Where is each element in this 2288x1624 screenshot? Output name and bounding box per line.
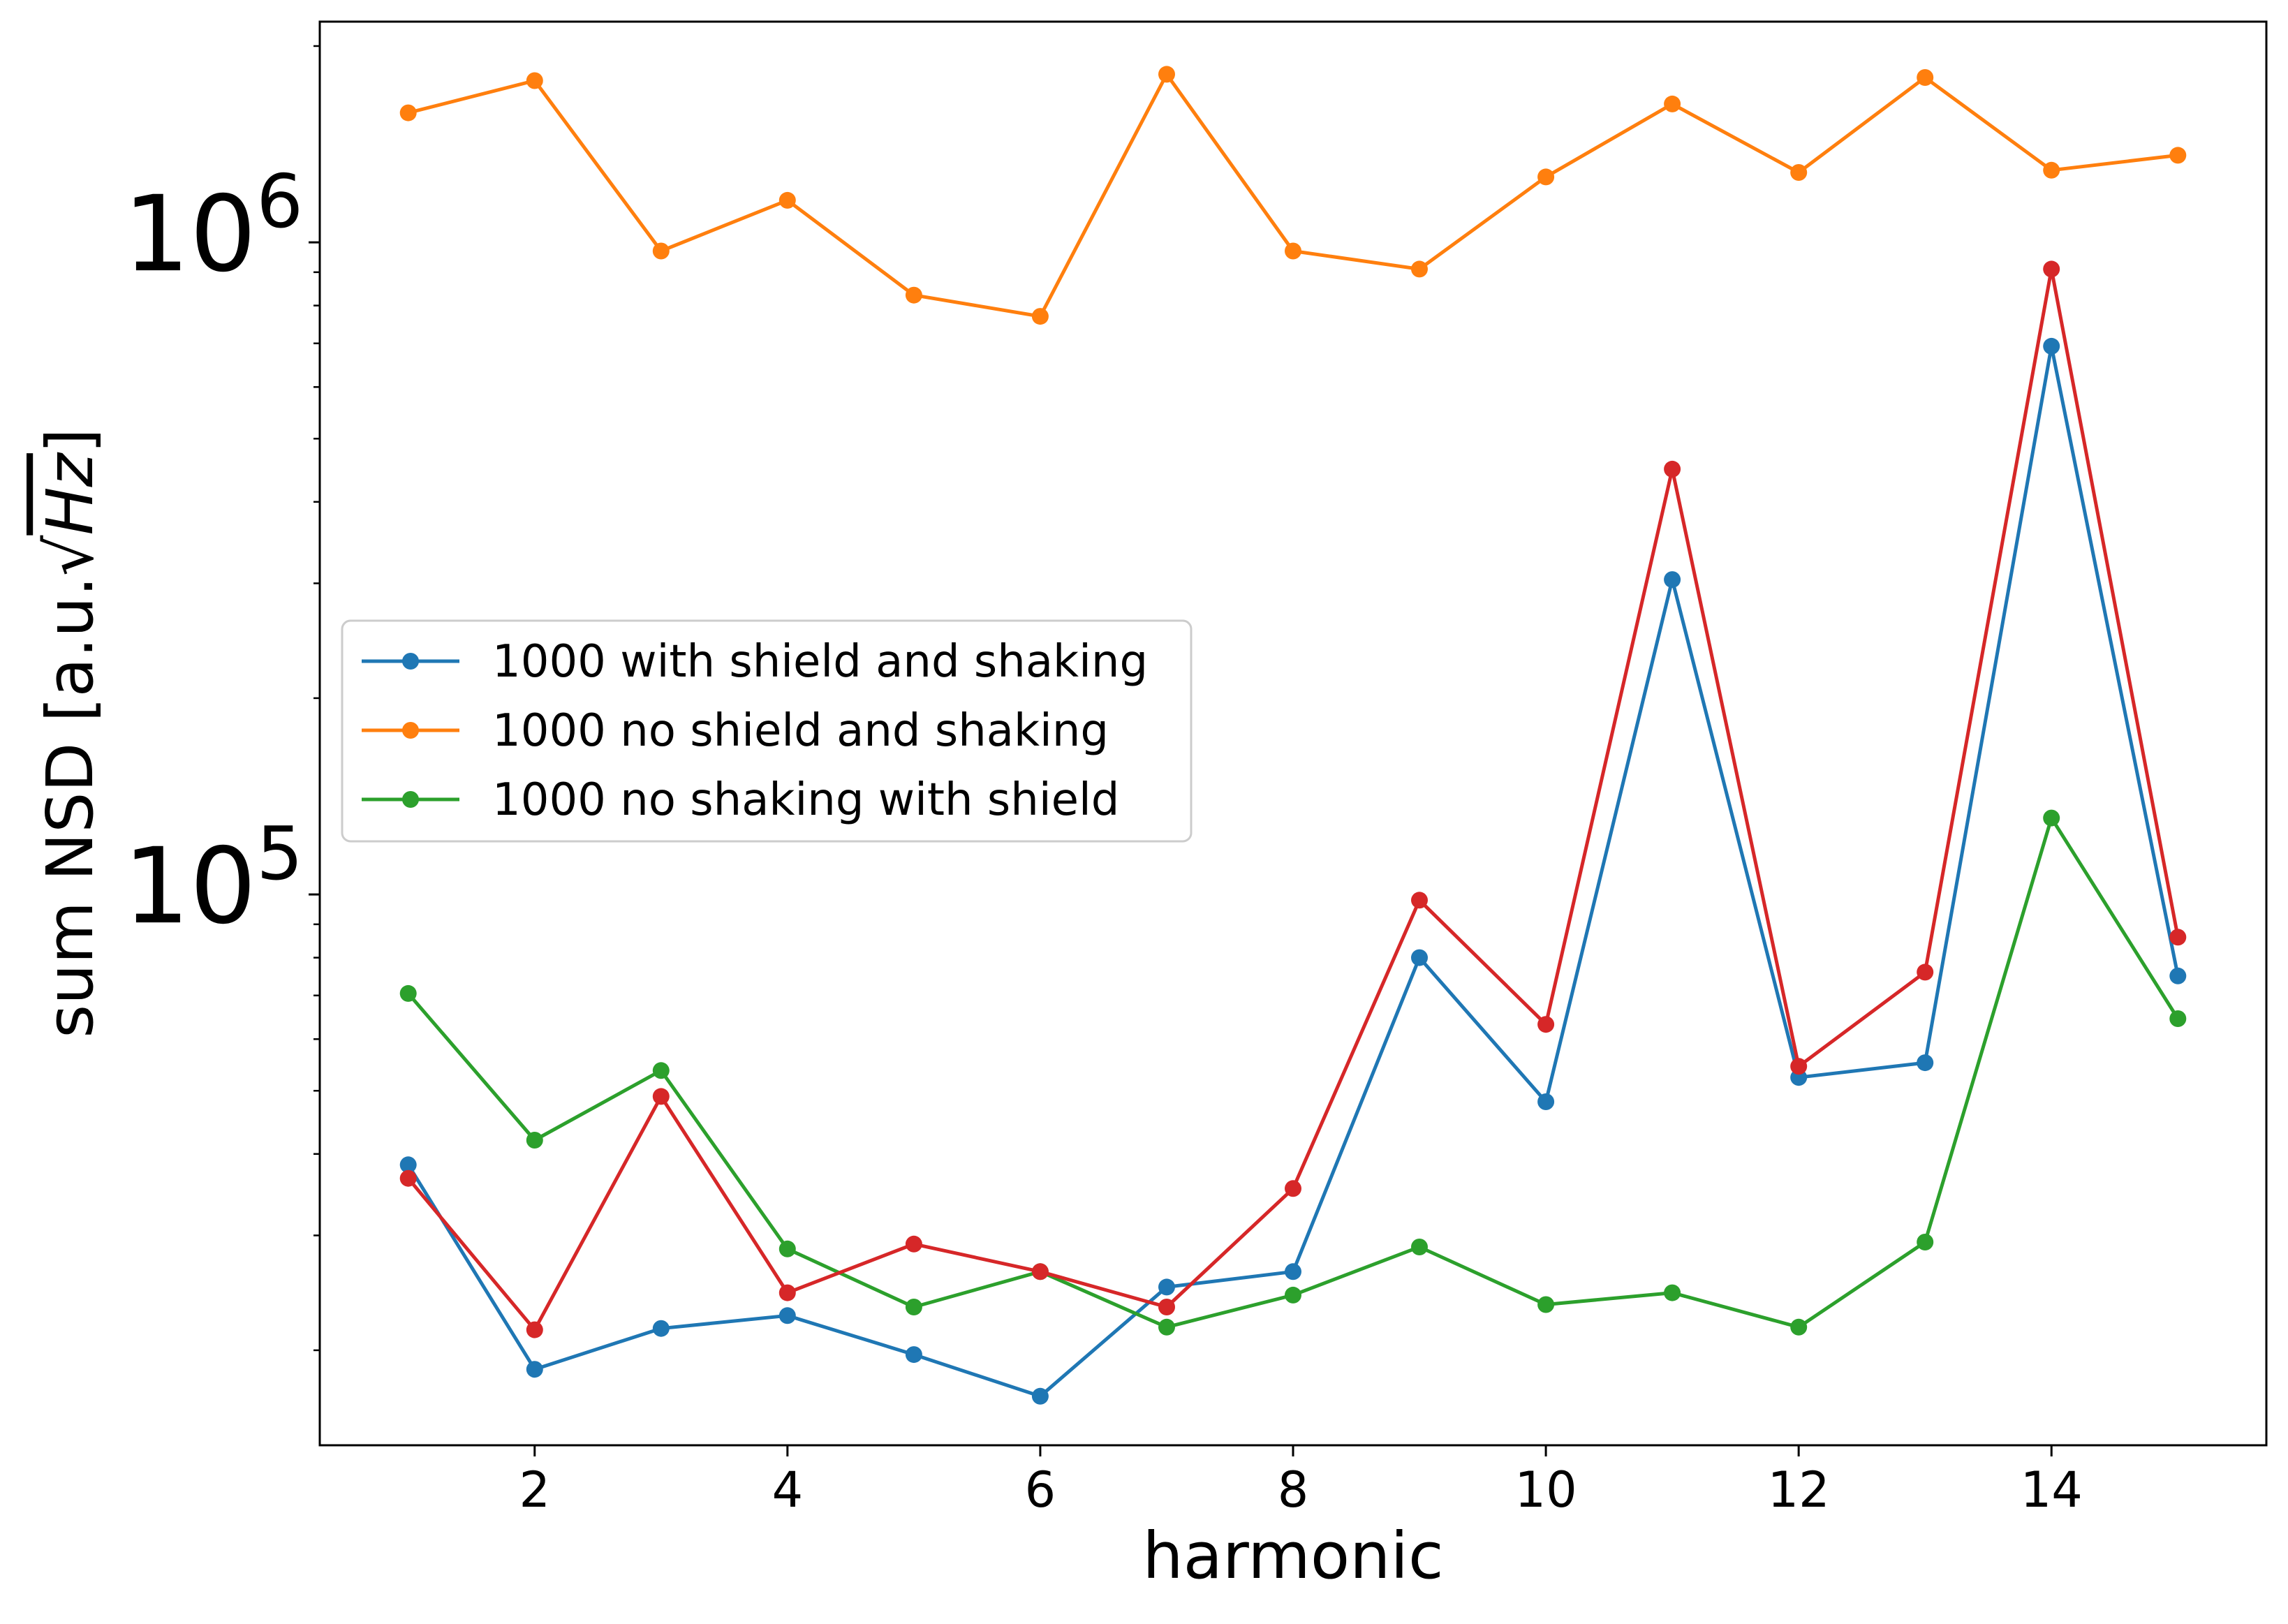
y-tick-label: 105 xyxy=(123,811,303,947)
y-axis-title-suffix: ] xyxy=(33,428,108,453)
series-3-point xyxy=(2169,1010,2187,1027)
x-tick-label: 10 xyxy=(1515,1461,1577,1519)
series-4-point xyxy=(2169,929,2187,946)
series-1-point xyxy=(1411,949,1428,966)
series-1-point xyxy=(1158,1278,1175,1296)
legend-label: 1000 with shield and shaking xyxy=(492,636,1148,688)
series-3-point xyxy=(905,1299,922,1315)
y-tick-label-base: 10 xyxy=(123,826,256,947)
series-1-point xyxy=(399,1156,417,1174)
y-axis-title: sum NSD [a.u.√Hz] xyxy=(33,428,108,1038)
y-tick-label: 106 xyxy=(123,159,303,295)
series-3-point xyxy=(778,1240,796,1257)
x-tick-label: 14 xyxy=(2021,1461,2083,1519)
series-1-point xyxy=(1664,571,1681,589)
series-2-point xyxy=(399,104,417,121)
series-3-point xyxy=(526,1132,543,1149)
series-1-point xyxy=(526,1361,543,1378)
series-1-point xyxy=(652,1320,670,1337)
legend-items: 1000 with shield and shaking 1000 no shie… xyxy=(362,636,1148,826)
series-3-point xyxy=(1664,1284,1681,1301)
series-4-point xyxy=(1790,1058,1808,1075)
x-tick-label: 8 xyxy=(1278,1461,1309,1519)
series-4-point xyxy=(1031,1263,1049,1280)
series-2-point xyxy=(905,286,922,304)
series-3-point xyxy=(1158,1318,1175,1336)
series-2-point xyxy=(2043,161,2060,179)
y-tick-label-exponent: 6 xyxy=(256,159,303,244)
series-4-point xyxy=(2043,260,2060,278)
series-1-point xyxy=(1031,1387,1049,1405)
x-tick-label: 2 xyxy=(519,1461,550,1519)
series-2-point xyxy=(526,72,543,89)
series-4-point xyxy=(1158,1299,1175,1315)
legend: 1000 with shield and shaking 1000 no shie… xyxy=(341,619,1193,843)
series-1-point xyxy=(2043,337,2060,355)
series-4-point xyxy=(1285,1180,1301,1197)
series-2-point xyxy=(1158,66,1175,83)
legend-swatch-marker xyxy=(402,722,419,739)
series-3-point xyxy=(1790,1318,1808,1336)
x-tick-label: 6 xyxy=(1025,1461,1056,1519)
series-4-point xyxy=(1411,892,1428,909)
y-tick-label-base: 10 xyxy=(123,174,256,295)
series-3-point xyxy=(399,984,417,1002)
x-tick-label: 12 xyxy=(1768,1461,1830,1519)
series-2-point xyxy=(2169,147,2187,164)
series-2-point xyxy=(1790,164,1808,181)
series-3-point xyxy=(1285,1286,1301,1304)
legend-item: 1000 no shaking with shield xyxy=(362,774,1119,826)
series-3-point xyxy=(1917,1234,1934,1250)
series-3-point xyxy=(2043,809,2060,827)
x-tick-label: 4 xyxy=(772,1461,804,1519)
series-4-point xyxy=(399,1169,417,1187)
legend-swatch-marker xyxy=(402,653,419,670)
series-3-point xyxy=(1411,1239,1428,1255)
y-axis-title-radical: √ xyxy=(33,535,108,576)
series-3-point xyxy=(652,1062,670,1079)
series-4-point xyxy=(905,1235,922,1253)
series-layer xyxy=(399,66,2187,1405)
series-4-point xyxy=(778,1284,796,1301)
series-2-point xyxy=(1031,308,1049,325)
series-2-point xyxy=(1537,168,1555,186)
series-1-point xyxy=(778,1307,796,1324)
y-tick-label-exponent: 5 xyxy=(256,811,303,896)
y-axis-title-prefix: sum NSD [a.u. xyxy=(33,576,108,1038)
series-2-point xyxy=(1917,69,1934,86)
series-4-point xyxy=(1537,1016,1555,1033)
legend-label: 1000 no shield and shaking xyxy=(492,705,1109,757)
series-2-point xyxy=(1285,242,1301,260)
series-2-point xyxy=(1664,95,1681,112)
series-1-point xyxy=(1285,1263,1301,1280)
legend-item: 1000 with shield and shaking xyxy=(362,636,1148,688)
series-2-point xyxy=(652,242,670,260)
series-3 xyxy=(399,809,2187,1336)
series-4-point xyxy=(1664,460,1681,478)
series-4-point xyxy=(652,1088,670,1105)
series-4-point xyxy=(1917,964,1934,981)
y-axis-title-hz: Hz xyxy=(33,452,108,535)
legend-label: 1000 no shaking with shield xyxy=(492,774,1119,826)
legend-item: 1000 no shield and shaking xyxy=(362,705,1109,757)
series-1-point xyxy=(1537,1093,1555,1110)
series-1-point xyxy=(2169,967,2187,984)
series-1-point xyxy=(905,1346,922,1364)
series-2 xyxy=(399,66,2187,325)
series-4 xyxy=(399,260,2187,1338)
series-2-point xyxy=(1411,260,1428,278)
x-axis-title: harmonic xyxy=(1142,1519,1443,1593)
legend-box xyxy=(341,619,1193,843)
series-3-point xyxy=(1537,1296,1555,1313)
series-2-point xyxy=(778,191,796,209)
series-4-point xyxy=(526,1321,543,1338)
x-axis: 2 4 6 8 10 12 14 xyxy=(519,1445,2083,1519)
legend-swatch-marker xyxy=(402,791,419,808)
series-1-point xyxy=(1917,1054,1934,1072)
